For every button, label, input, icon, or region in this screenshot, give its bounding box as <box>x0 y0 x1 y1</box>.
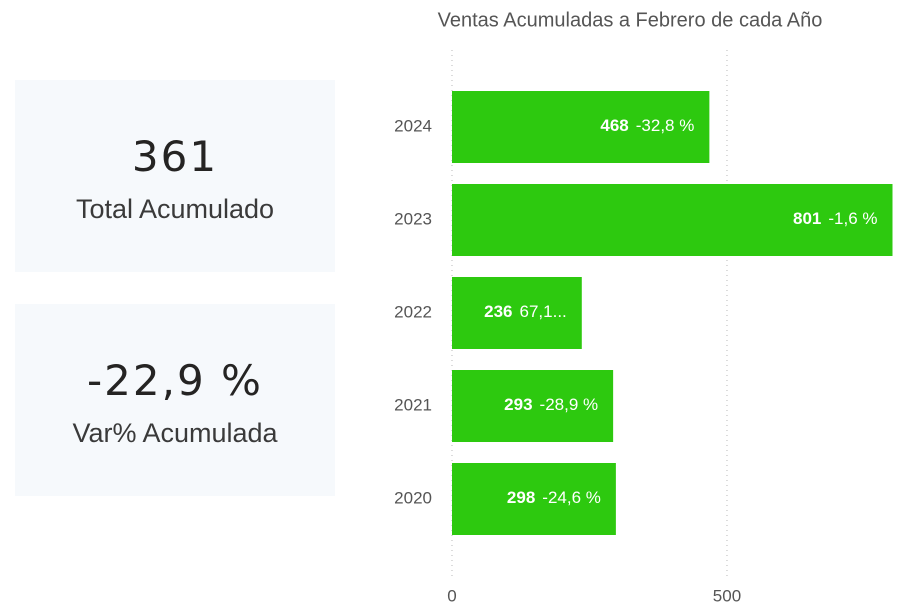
y-tick-label: 2020 <box>394 488 432 507</box>
data-label: 298 -24,6 % <box>507 488 601 507</box>
kpi-card: 361 Total Acumulado <box>15 80 335 272</box>
data-value: 236 <box>484 302 512 321</box>
variation-label: -1,6 % <box>828 209 877 228</box>
kpi-label: Var% Acumulada <box>72 418 278 448</box>
data-label: 293 -28,9 % <box>504 395 598 414</box>
y-tick-label: 2024 <box>394 116 432 135</box>
bar <box>452 463 616 535</box>
x-tick-label: 500 <box>713 586 741 605</box>
data-label: 468 -32,8 % <box>600 116 694 135</box>
bar <box>452 277 582 349</box>
data-value: 468 <box>600 116 628 135</box>
kpi-label: Total Acumulado <box>75 194 275 224</box>
y-tick-label: 2023 <box>394 209 432 228</box>
data-label: 801 -1,6 % <box>793 209 878 228</box>
variation-label: -28,9 % <box>540 395 599 414</box>
chart-title: Ventas Acumuladas a Febrero de cada Año <box>438 9 823 31</box>
data-value: 801 <box>793 209 821 228</box>
variation-label: 67,1... <box>520 302 567 321</box>
data-label: 236 67,1... <box>484 302 567 321</box>
data-value: 293 <box>504 395 532 414</box>
bar <box>452 184 893 256</box>
kpi-value: -22,9 % <box>87 356 263 405</box>
kpi-card: -22,9 % Var% Acumulada <box>15 304 335 496</box>
variation-label: -32,8 % <box>636 116 695 135</box>
y-tick-label: 2022 <box>394 302 432 321</box>
y-tick-label: 2021 <box>394 395 432 414</box>
bar <box>452 91 710 163</box>
data-value: 298 <box>507 488 535 507</box>
variation-label: -24,6 % <box>542 488 601 507</box>
x-tick-label: 0 <box>447 586 456 605</box>
bar <box>452 370 614 442</box>
kpi-value: 361 <box>131 132 219 181</box>
